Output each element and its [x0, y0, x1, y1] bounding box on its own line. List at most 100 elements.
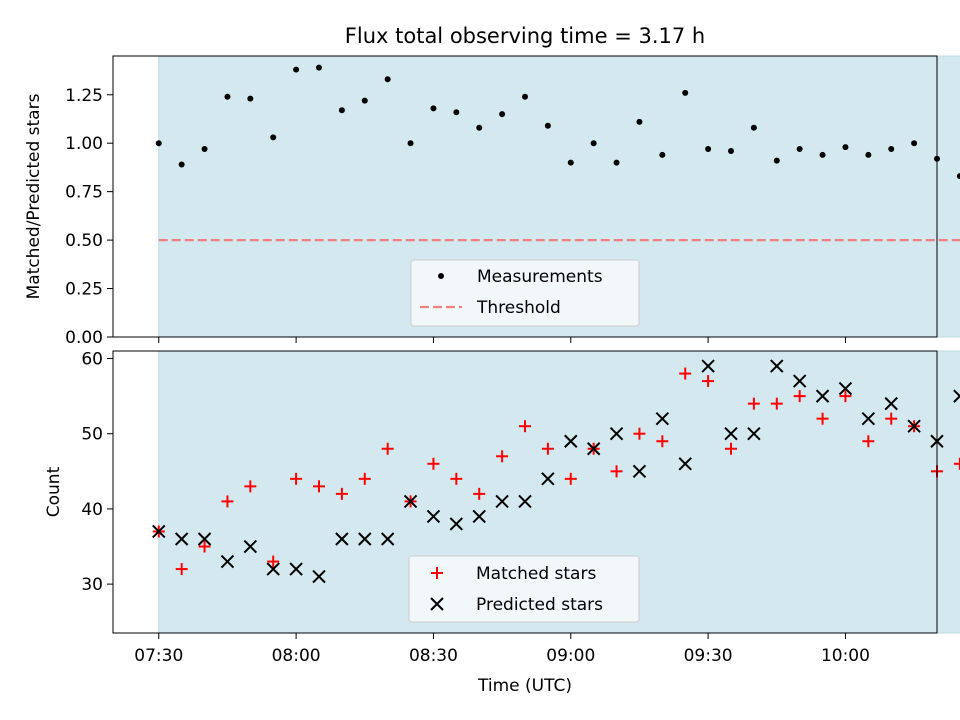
predicted-stars-points: [152, 359, 960, 584]
measurement-point: [361, 97, 368, 104]
top-y-tick-label: 0.00: [65, 328, 103, 348]
x-tick-label: 10:00: [821, 646, 870, 666]
matched-star-point: [541, 442, 554, 455]
measurement-point: [430, 105, 437, 112]
matched-star-point: [175, 563, 188, 576]
matched-star-point: [267, 555, 280, 568]
matched-star-point: [839, 390, 852, 403]
measurement-point: [865, 151, 872, 158]
matched-star-point: [427, 457, 440, 470]
predicted-star-point: [541, 472, 555, 486]
measurement-point: [842, 144, 849, 151]
bottom-panel: 30 40 50 60 07:30 08:00 08:30 09:00 09:30 10:00 1…: [44, 350, 960, 696]
matched-star-point: [816, 412, 829, 425]
measurement-point: [544, 122, 551, 129]
measurement-point: [201, 146, 208, 153]
predicted-star-point: [907, 419, 921, 433]
predicted-star-point: [289, 562, 303, 576]
matched-star-point: [473, 487, 486, 500]
matched-star-point: [450, 472, 463, 485]
measurement-point: [682, 89, 689, 96]
predicted-star-point: [174, 532, 189, 546]
measurement-point: [338, 107, 345, 114]
predicted-star-point: [655, 411, 670, 426]
predicted-star-point: [312, 569, 326, 584]
measurement-point: [911, 140, 918, 147]
bottom-y-tick-label: 40: [81, 500, 103, 520]
x-axis-label: Time (UTC): [477, 676, 572, 696]
legend-marker-measurements: [438, 273, 444, 279]
measurement-point: [178, 161, 185, 168]
bottom-axes-frame: [112, 350, 938, 634]
top-legend-box: [410, 259, 640, 327]
predicted-star-point: [701, 359, 715, 373]
matched-star-point: [198, 540, 211, 553]
measurement-point: [453, 109, 460, 116]
legend-label-measurements: Measurements: [477, 267, 603, 287]
top-y-tick-label: 0.75: [65, 183, 103, 203]
measurement-point: [728, 147, 734, 154]
predicted-star-point: [609, 427, 624, 441]
top-y-tick-label: 1.00: [65, 134, 103, 154]
legend-marker-dot: [438, 273, 444, 279]
measurement-point: [155, 140, 162, 147]
predicted-star-point: [495, 494, 509, 509]
predicted-star-point: [586, 442, 601, 456]
matched-star-point: [610, 465, 623, 478]
matched-star-point: [633, 427, 646, 440]
measurement-point: [773, 157, 780, 164]
predicted-star-point: [403, 494, 418, 509]
top-panel: 0.00 0.25 0.50 0.75 1.00 1.25 Matched/Predict…: [24, 55, 960, 348]
measurement-point: [407, 140, 414, 147]
predicted-star-point: [335, 532, 349, 546]
predicted-star-point: [152, 524, 166, 539]
predicted-star-point: [449, 517, 464, 531]
matched-star-point: [221, 495, 234, 508]
matched-star-point: [496, 450, 509, 463]
top-y-tick-label: 0.25: [65, 280, 103, 300]
measurement-point: [522, 93, 528, 100]
measurement-point: [476, 124, 483, 131]
x-tick-label: 08:00: [272, 646, 321, 666]
matched-star-point: [747, 397, 760, 410]
bottom-y-tick-label: 30: [81, 575, 103, 595]
predicted-star-point: [815, 389, 830, 403]
matched-star-point: [770, 397, 783, 410]
legend-marker-predicted: [430, 597, 444, 611]
measurement-point: [499, 111, 506, 118]
measurement-point: [613, 159, 620, 166]
bottom-y-tick-label: 50: [81, 425, 103, 445]
predicted-star-point: [884, 396, 898, 411]
matched-star-point: [702, 375, 715, 388]
predicted-star-point: [724, 427, 738, 441]
matched-star-point: [862, 435, 875, 448]
measurement-point: [567, 159, 574, 166]
matched-star-point: [725, 442, 737, 455]
bottom-x-axis: 07:30 08:00 08:30 09:00 09:30 10:00 10:30: [134, 633, 960, 666]
predicted-star-point: [220, 554, 235, 569]
top-axes-frame: [112, 55, 938, 338]
top-y-axis-label: Matched/Predicted stars: [24, 93, 44, 299]
top-legend: Measurements Threshold: [410, 259, 640, 327]
matched-star-point: [656, 435, 669, 448]
legend-label-threshold: Threshold: [476, 298, 561, 318]
measurement-point: [316, 64, 322, 71]
matched-star-point: [335, 487, 348, 500]
chart-title: Flux total observing time = 3.17 h: [345, 24, 705, 48]
measurement-point: [247, 95, 254, 102]
measurement-point: [636, 118, 643, 125]
measurement-point: [888, 146, 895, 153]
predicted-star-point: [861, 411, 876, 426]
matched-star-point: [519, 420, 531, 433]
matched-star-point: [885, 412, 898, 425]
predicted-star-point: [792, 374, 807, 388]
matched-star-point: [793, 390, 806, 403]
bottom-y-axis-label: Count: [44, 466, 64, 517]
predicted-star-point: [197, 532, 212, 546]
measurement-point: [384, 76, 391, 83]
x-tick-label: 08:30: [409, 646, 458, 666]
predicted-star-point: [678, 457, 692, 471]
legend-label-predicted: Predicted stars: [476, 595, 603, 615]
bottom-legend-box: [408, 555, 640, 623]
